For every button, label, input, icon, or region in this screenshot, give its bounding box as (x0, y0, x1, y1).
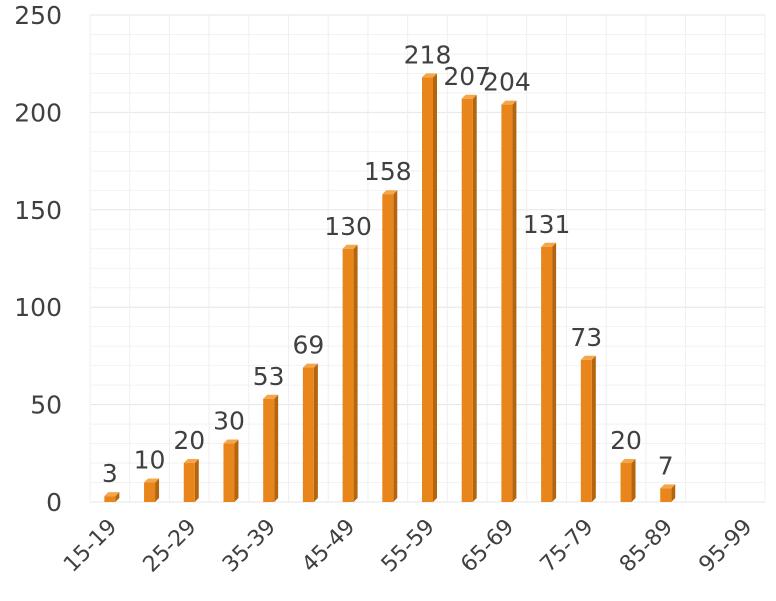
data-label: 204 (483, 68, 531, 97)
bar-side (234, 439, 239, 502)
data-label: 3 (102, 459, 118, 488)
x-tick-label: 95-99 (695, 515, 758, 578)
y-tick-label: 0 (46, 488, 62, 517)
bar-front (541, 246, 553, 502)
bar-top (461, 94, 477, 99)
data-label: 20 (610, 426, 642, 455)
bar-front (342, 248, 354, 502)
bar (660, 484, 676, 502)
bar-top (144, 478, 160, 483)
bar (144, 478, 160, 502)
bar-side (194, 459, 199, 502)
bar (104, 492, 120, 502)
bar (223, 439, 239, 502)
bar (302, 363, 318, 502)
bar-front (183, 463, 195, 502)
bar-front (660, 488, 672, 502)
bar-front (461, 98, 473, 502)
bar (580, 355, 596, 502)
bar-front (144, 482, 156, 502)
bar-front (104, 496, 116, 502)
bar-top (263, 394, 279, 399)
bar-side (353, 244, 358, 502)
bar-front (263, 398, 275, 502)
x-tick-label: 35-39 (218, 515, 281, 578)
bar (263, 394, 279, 502)
bar (382, 190, 398, 502)
x-tick-label: 85-89 (615, 515, 678, 578)
data-label: 53 (253, 362, 285, 391)
bars (104, 73, 676, 502)
bar-side (631, 459, 636, 502)
data-label: 7 (658, 451, 674, 480)
x-axis: 15-19 25-29 35-39 45-49 55-59 65-69 75-79 85-89… (59, 515, 757, 578)
bar-top (104, 492, 120, 497)
data-label: 30 (213, 407, 245, 436)
bar-top (660, 484, 676, 489)
bar-top (541, 242, 557, 247)
data-label: 158 (364, 157, 412, 186)
x-tick-label: 45-49 (297, 515, 360, 578)
data-label: 10 (134, 446, 166, 475)
y-axis: 0 50 100 150 200 250 (14, 1, 62, 517)
bar-side (671, 484, 676, 502)
data-label: 73 (570, 323, 602, 352)
bar (183, 459, 199, 502)
bar (342, 244, 358, 502)
data-label: 207 (443, 62, 491, 91)
bar-side (433, 73, 437, 502)
bar-front (382, 194, 394, 502)
y-tick-label: 200 (14, 98, 62, 127)
bar (501, 100, 517, 502)
bar-side (512, 100, 517, 502)
y-tick-label: 150 (14, 196, 62, 225)
x-tick-label: 75-79 (536, 515, 599, 578)
bar-front (580, 359, 592, 502)
data-label: 69 (292, 331, 324, 360)
bar-side (393, 190, 398, 502)
bar-top (342, 244, 358, 249)
bar (422, 73, 437, 502)
x-tick-label: 55-59 (377, 515, 440, 578)
data-label: 20 (173, 426, 205, 455)
bar-side (274, 394, 279, 502)
bar-top (580, 355, 596, 360)
bar-side (591, 355, 596, 502)
y-tick-label: 250 (14, 1, 62, 30)
x-tick-label: 25-29 (139, 515, 202, 578)
bar-front (620, 463, 632, 502)
bar (461, 94, 477, 502)
bar-side (115, 492, 120, 502)
bar (620, 459, 636, 502)
bar (541, 242, 557, 502)
data-label: 218 (404, 40, 452, 69)
data-label: 130 (324, 212, 372, 241)
bar-top (183, 459, 199, 464)
y-tick-label: 100 (14, 293, 62, 322)
bar-top (223, 439, 239, 444)
bar-side (472, 94, 477, 502)
bar-side (155, 478, 160, 502)
bar-top (501, 100, 517, 105)
bar-front (422, 77, 433, 502)
x-tick-label: 65-69 (456, 515, 519, 578)
bar-side (552, 242, 557, 502)
y-tick-label: 50 (30, 391, 62, 420)
bar-top (302, 363, 318, 368)
bar-front (302, 367, 314, 502)
x-tick-label: 15-19 (59, 515, 122, 578)
bar-top (382, 190, 398, 195)
data-label: 131 (523, 210, 571, 239)
bar-side (313, 363, 318, 502)
bar-top (620, 459, 636, 464)
bar-top (422, 73, 437, 78)
bar-front (501, 104, 513, 502)
bar-front (223, 443, 235, 502)
